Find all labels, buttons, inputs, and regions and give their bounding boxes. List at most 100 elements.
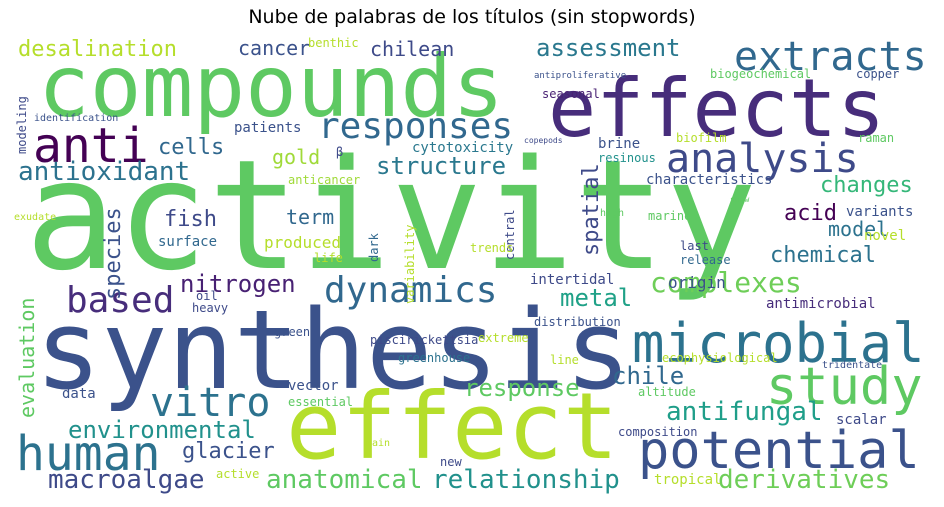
word-31: desalination (18, 37, 177, 62)
word-97: main (366, 438, 390, 449)
word-37: acid (784, 201, 837, 226)
word-86: antiproliferative (534, 71, 626, 81)
word-62: anticancer (288, 173, 360, 187)
word-21: antifungal (666, 397, 823, 427)
word-33: chilean (370, 37, 454, 61)
word-18: environmental (68, 416, 256, 444)
word-96: essential (288, 395, 353, 409)
word-15: vitro (150, 380, 270, 426)
word-32: cancer (238, 36, 310, 60)
word-26: chile (612, 362, 684, 390)
word-42: species (101, 207, 126, 300)
word-20: relationship (432, 465, 620, 495)
word-75: line (550, 353, 579, 367)
word-34: cells (158, 135, 224, 160)
word-7: study (766, 357, 923, 417)
word-14: based (66, 280, 174, 321)
word-3: effects (548, 62, 885, 155)
word-59: data (62, 386, 96, 402)
word-36: changes (820, 173, 913, 198)
word-57: tropical (654, 472, 721, 488)
word-25: response (464, 374, 580, 402)
word-77: altitude (638, 385, 696, 399)
word-17: antioxidant (18, 157, 190, 187)
word-49: brine (598, 136, 640, 152)
word-5: microbial (632, 312, 925, 375)
word-46: patients (234, 120, 301, 136)
word-83: raman (858, 131, 894, 145)
word-92: oil (196, 289, 218, 303)
word-88: β (336, 145, 343, 159)
word-28: metal (560, 284, 632, 312)
word-72: piscirickettsia (370, 333, 478, 347)
word-16: complexes (650, 266, 802, 299)
word-35: gold (272, 145, 320, 169)
word-81: resinous (598, 151, 656, 165)
word-52: origin (668, 273, 726, 292)
word-65: central (503, 209, 517, 260)
word-44: evaluation (15, 298, 39, 418)
word-38: model (828, 217, 888, 241)
word-82: biofilm (676, 131, 727, 145)
chart-title: Nube de palabras de los títulos (sin sto… (248, 6, 696, 28)
word-51: variants (846, 204, 913, 220)
word-94: green (274, 325, 310, 339)
word-85: copper (856, 67, 899, 81)
word-2: compounds (38, 37, 504, 137)
word-27: nitrogen (180, 270, 296, 298)
word-9: analysis (666, 136, 859, 182)
word-8: extracts (734, 34, 927, 80)
word-45: cytotoxicity (412, 140, 513, 156)
word-1: synthesis (35, 286, 631, 414)
word-47: surface (158, 234, 217, 250)
word-69: marine (648, 209, 691, 223)
word-60: modeling (15, 96, 29, 154)
word-11: anti (33, 118, 149, 174)
word-63: dark (367, 232, 381, 262)
word-84: biogeochemical (710, 67, 811, 81)
word-12: responses (318, 106, 513, 147)
word-29: structure (376, 152, 506, 180)
word-87: benthic (308, 36, 359, 50)
word-53: antimicrobial (766, 296, 876, 312)
word-98: active (216, 467, 259, 481)
word-64: variability (403, 225, 417, 304)
word-30: assessment (536, 34, 681, 62)
word-10: human (16, 426, 161, 482)
word-93: heavy (192, 301, 228, 315)
word-58: vector (288, 378, 339, 394)
word-89: exudate (14, 212, 56, 223)
word-67: last (680, 239, 709, 253)
word-79: seasonal (542, 87, 600, 101)
word-73: greenhouse (398, 351, 470, 365)
word-71: snow (730, 195, 749, 204)
word-22: derivatives (718, 465, 890, 495)
word-13: dynamics (324, 270, 497, 311)
word-4: effect (286, 373, 618, 480)
word-90: life (314, 251, 343, 265)
word-6: potential (638, 421, 920, 481)
word-40: fish (164, 207, 217, 232)
word-39: chemical (770, 243, 876, 268)
word-19: anatomical (266, 465, 423, 495)
word-43: spatial (579, 163, 604, 256)
word-61: identification (34, 113, 118, 124)
word-41: term (286, 205, 334, 229)
word-70: high (600, 208, 624, 219)
word-55: scalar (836, 412, 887, 428)
word-54: intertidal (530, 272, 614, 288)
word-48: produced (264, 233, 341, 252)
word-cloud: activity synthesis compounds effects effect m… (12, 34, 930, 495)
word-0: activity (25, 127, 757, 304)
word-23: macroalgae (48, 465, 205, 495)
word-50: characteristics (646, 172, 772, 188)
word-99: new (440, 455, 462, 469)
word-91: trends (470, 241, 513, 255)
word-24: glacier (182, 439, 275, 464)
word-80: copepods (524, 136, 563, 145)
word-56: composition (618, 425, 697, 439)
word-76: ecophysiological (662, 351, 778, 365)
word-68: novel (864, 228, 906, 244)
word-66: release (680, 253, 731, 267)
